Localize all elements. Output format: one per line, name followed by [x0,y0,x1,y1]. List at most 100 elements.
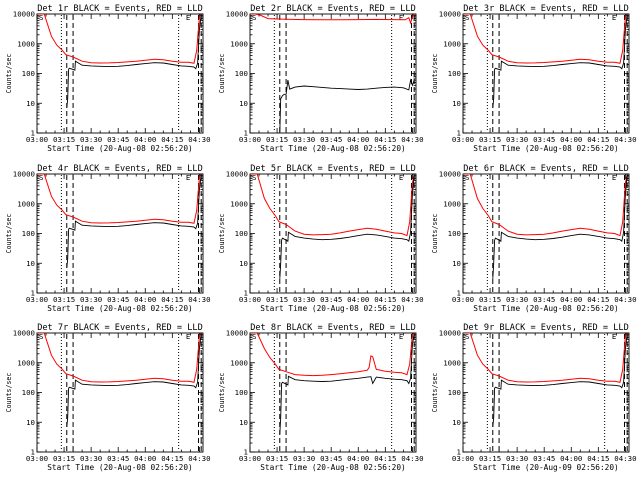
y-tick-label: 1 [31,448,35,457]
x-tick-label: 03:45 [107,135,129,144]
x-tick-label: 04:30 [188,295,210,304]
x-tick-label: 04:00 [560,454,582,463]
x-tick-label: 03:00 [26,454,48,463]
end-marker-label: E [186,13,190,22]
y-tick-label: 10 [452,259,461,268]
y-axis-label: Counts/sec [5,214,13,254]
panel-title: Det 5r BLACK = Events, RED = LLD [250,164,416,174]
detector-panel-6: Det 6r BLACK = Events, RED = LLD 1 10 100 10… [431,164,637,313]
y-axis-label: Counts/sec [218,54,226,94]
y-axis-label: Counts/sec [218,214,226,254]
x-tick-label: 04:00 [134,295,156,304]
detector-panel-9: Det 9r BLACK = Events, RED = LLD 1 10 100 10… [431,323,637,472]
x-tick-label: 03:00 [452,135,474,144]
y-tick-label: 100 [235,69,248,78]
detector-panel-2: Det 2r BLACK = Events, RED = LLD 1 10 100 10… [218,4,424,153]
x-tick-label: 03:45 [320,454,342,463]
end-marker-label: E [186,332,190,341]
x-tick-label: 04:30 [614,454,636,463]
lld-series-line [250,14,415,25]
x-tick-label: 04:30 [401,295,423,304]
y-tick-label: 10000 [226,10,248,19]
x-tick-label: 03:00 [452,454,474,463]
panel-title: Det 8r BLACK = Events, RED = LLD [250,323,416,333]
end-marker-label: E [399,13,403,22]
x-tick-label: 03:15 [53,295,75,304]
y-tick-label: 1000 [230,358,248,367]
start-marker-label: S [252,332,256,341]
y-tick-label: 1 [244,448,248,457]
start-marker-label: S [39,13,43,22]
plot-frame [249,332,417,453]
x-tick-label: 03:30 [80,135,102,144]
start-marker-label: S [252,173,256,182]
x-tick-label: 03:00 [239,295,261,304]
x-tick-label: 03:30 [293,295,315,304]
x-axis-label: Start Time (20-Aug-08 02:56:20) [260,144,406,153]
events-series-line [279,78,415,133]
x-tick-label: 03:15 [53,454,75,463]
plot-frame [462,332,630,453]
x-tick-label: 04:30 [188,135,210,144]
y-tick-label: 10 [452,99,461,108]
x-tick-label: 04:30 [614,135,636,144]
plot-frame [36,173,204,294]
x-tick-label: 03:00 [239,454,261,463]
x-tick-label: 03:15 [266,295,288,304]
events-series-line [492,174,628,279]
lld-series-line [37,333,202,383]
y-tick-label: 100 [448,388,461,397]
y-tick-label: 1000 [17,358,35,367]
y-tick-label: 100 [235,229,248,238]
y-tick-label: 10000 [226,170,248,179]
y-tick-label: 10 [239,99,248,108]
x-tick-label: 04:15 [587,135,609,144]
start-marker-label: S [252,13,256,22]
y-tick-label: 10000 [13,329,35,338]
y-tick-label: 10 [26,99,35,108]
y-tick-label: 10000 [439,10,461,19]
x-tick-label: 03:30 [506,295,528,304]
detector-panel-4: Det 4r BLACK = Events, RED = LLD 1 10 100 10… [5,164,211,313]
y-tick-label: 100 [448,229,461,238]
y-tick-label: 1 [457,289,461,298]
y-tick-label: 10000 [13,10,35,19]
panel-title: Det 2r BLACK = Events, RED = LLD [250,4,416,14]
x-tick-label: 03:00 [452,295,474,304]
y-tick-label: 10 [26,418,35,427]
x-tick-label: 03:15 [266,135,288,144]
plot-frame [36,332,204,453]
x-tick-label: 04:15 [374,135,396,144]
x-axis-label: Start Time (20-Aug-08 02:56:20) [473,144,619,153]
y-tick-label: 100 [235,388,248,397]
detector-panel-1: Det 1r BLACK = Events, RED = LLD 1 10 100 10… [5,4,211,153]
x-tick-label: 04:30 [188,454,210,463]
x-tick-label: 03:30 [506,135,528,144]
x-tick-label: 03:30 [506,454,528,463]
events-series-line [66,333,202,427]
y-tick-label: 10000 [439,170,461,179]
lld-series-line [463,174,628,237]
detector-panel-8: Det 8r BLACK = Events, RED = LLD 1 10 100 10… [218,323,424,472]
x-tick-label: 03:45 [533,135,555,144]
x-tick-label: 03:45 [107,454,129,463]
y-tick-label: 1000 [443,39,461,48]
y-tick-label: 1000 [443,199,461,208]
y-axis-label: Counts/sec [5,54,13,94]
x-tick-label: 04:15 [161,454,183,463]
x-tick-label: 04:15 [374,295,396,304]
plot-frame [462,13,630,134]
events-series-line [279,174,415,279]
y-tick-label: 1000 [230,199,248,208]
y-tick-label: 100 [22,229,35,238]
x-axis-label: Start Time (20-Aug-09 02:56:20) [473,463,619,472]
x-tick-label: 03:00 [239,135,261,144]
x-tick-label: 03:30 [293,454,315,463]
y-tick-label: 1 [457,448,461,457]
x-tick-label: 04:30 [401,454,423,463]
plot-frame [36,13,204,134]
x-tick-label: 04:15 [374,454,396,463]
y-tick-label: 1000 [17,39,35,48]
lld-series-line [37,174,202,224]
